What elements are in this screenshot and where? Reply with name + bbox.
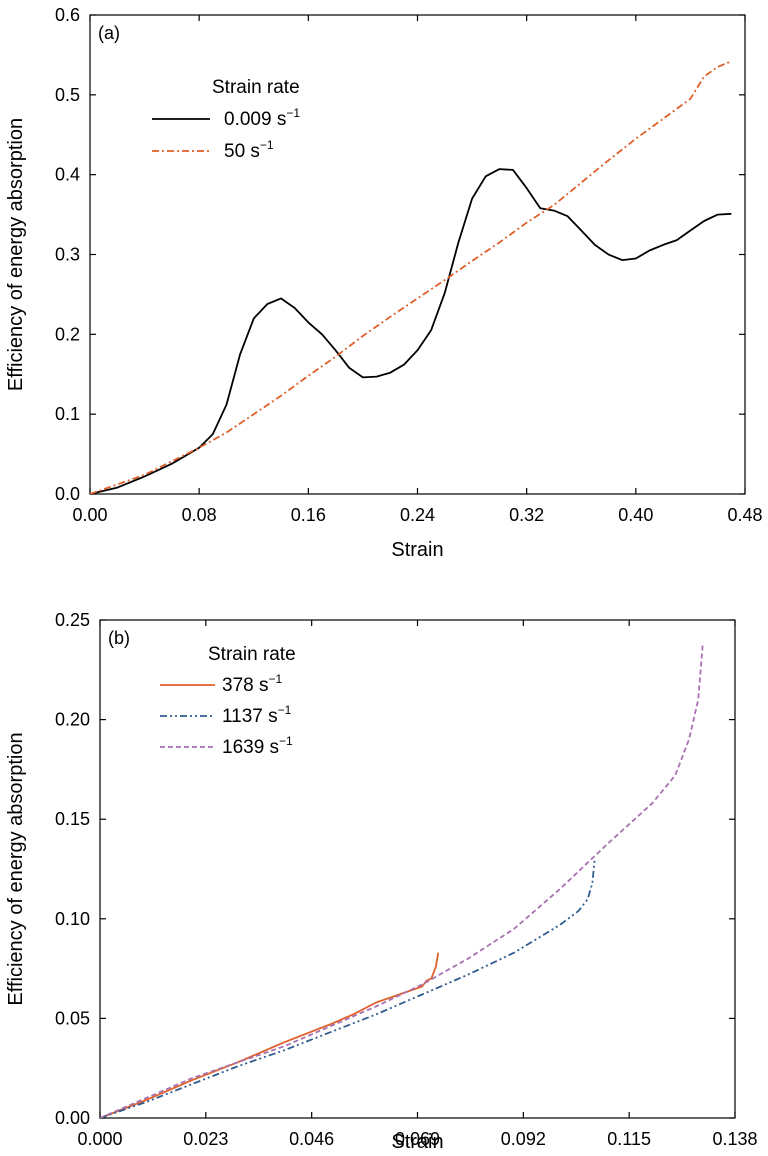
y-tick-label-a-3: 0.3 <box>55 245 80 265</box>
x-tick-label-a-4: 0.32 <box>509 505 544 525</box>
x-tick-label-a-6: 0.48 <box>727 505 762 525</box>
legend-label-b-2: 1639 s−1 <box>222 734 293 758</box>
x-tick-label-b-4: 0.092 <box>501 1129 546 1149</box>
x-tick-label-a-5: 0.40 <box>618 505 653 525</box>
y-tick-label-b-3: 0.15 <box>55 809 90 829</box>
x-tick-label-a-1: 0.08 <box>182 505 217 525</box>
y-axis-title-b: Efficiency of energy absorption <box>5 732 27 1005</box>
x-tick-label-b-5: 0.115 <box>607 1129 651 1149</box>
y-tick-label-b-4: 0.20 <box>55 710 90 730</box>
panel-label-a: (a) <box>98 23 120 43</box>
legend-title-b: Strain rate <box>208 644 296 665</box>
legend-label-b-1: 1137 s−1 <box>222 703 292 727</box>
y-tick-label-a-2: 0.2 <box>55 324 80 344</box>
legend-label-a-0: 0.009 s−1 <box>224 106 300 130</box>
x-tick-label-b-6: 0.138 <box>712 1129 757 1149</box>
x-tick-label-b-1: 0.023 <box>183 1129 228 1149</box>
x-tick-label-b-2: 0.046 <box>289 1129 334 1149</box>
x-tick-label-b-3: 0.069 <box>395 1129 440 1149</box>
x-tick-label-a-0: 0.00 <box>72 505 107 525</box>
x-axis-title-b: Strain <box>391 1131 443 1153</box>
y-tick-label-a-1: 0.1 <box>55 404 80 424</box>
x-tick-label-a-3: 0.24 <box>400 505 435 525</box>
y-axis-title-a: Efficiency of energy absorption <box>5 118 27 391</box>
y-tick-label-b-0: 0.00 <box>55 1108 90 1128</box>
x-tick-label-a-2: 0.16 <box>291 505 326 525</box>
y-tick-label-a-5: 0.5 <box>55 85 80 105</box>
series-line-b-1 <box>100 858 596 1118</box>
series-line-b-0 <box>100 952 440 1118</box>
plot-frame-a <box>89 14 746 495</box>
y-tick-label-a-4: 0.4 <box>55 165 80 185</box>
series-line-b-2 <box>100 643 704 1118</box>
series-line-a-0 <box>90 168 732 494</box>
y-tick-label-b-2: 0.10 <box>55 909 90 929</box>
legend-label-a-1: 50 s−1 <box>224 138 274 162</box>
series-line-a-1 <box>90 60 732 494</box>
chart-panel-b: 0.000 0.023 0.046 0.069 0.092 0.115 0.138 0.00 0… <box>5 610 758 1153</box>
y-tick-label-b-5: 0.25 <box>55 610 90 630</box>
legend-label-b-0: 378 s−1 <box>222 672 282 696</box>
x-tick-label-b-0: 0.000 <box>77 1129 122 1149</box>
y-tick-label-a-6: 0.6 <box>55 5 80 25</box>
panel-label-b: (b) <box>108 628 130 648</box>
x-axis-title-a: Strain <box>391 539 443 561</box>
plot-frame-b <box>99 619 736 1119</box>
y-tick-label-b-1: 0.05 <box>55 1008 90 1028</box>
y-tick-label-a-0: 0.0 <box>55 484 80 504</box>
legend-title-a: Strain rate <box>212 77 300 98</box>
chart-panel-a: 0.00 0.08 0.16 0.24 0.32 0.40 0.48 0.0 0.1 0.2 0.3… <box>5 5 763 561</box>
